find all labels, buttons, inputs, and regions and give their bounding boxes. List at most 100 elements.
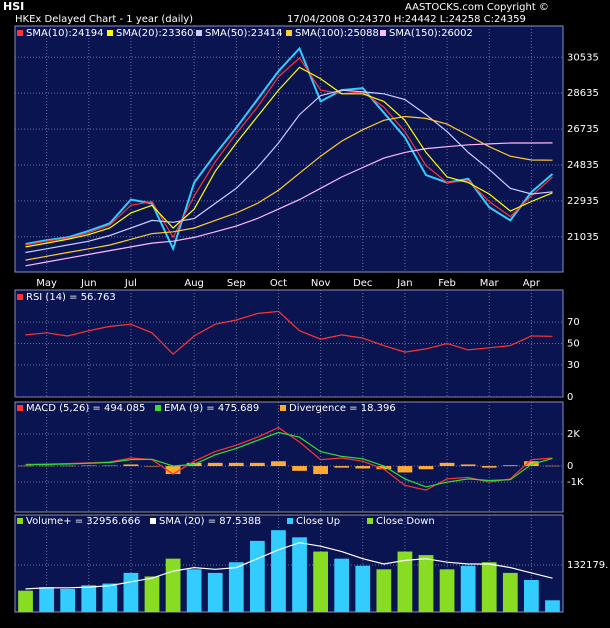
legend-label: SMA(150):26002	[389, 28, 473, 39]
y-tick-label: 28635	[567, 88, 599, 99]
bar	[418, 466, 434, 470]
legend-swatch	[17, 294, 23, 300]
bar	[144, 576, 160, 612]
legend-swatch	[107, 30, 113, 36]
bar	[102, 465, 118, 467]
bar	[376, 466, 392, 470]
line	[25, 542, 553, 590]
bar	[271, 461, 286, 467]
legend-swatch	[280, 405, 286, 411]
line	[25, 115, 553, 261]
bar	[39, 465, 54, 467]
bar	[397, 466, 413, 473]
bar	[250, 540, 265, 612]
bar	[165, 558, 181, 612]
bar	[439, 569, 455, 612]
bar	[102, 583, 118, 612]
y-tick-label: 0	[567, 461, 573, 472]
y-tick-label: 2K	[567, 429, 580, 440]
bar	[524, 579, 539, 612]
x-tick-label: Mar	[480, 278, 500, 289]
bar	[397, 551, 413, 612]
bar	[355, 466, 371, 469]
bar	[228, 562, 244, 612]
legend-label: EMA (9) = 475.689	[164, 403, 259, 414]
bar	[18, 590, 33, 612]
legend-label: SMA(10):24194	[26, 28, 104, 39]
legend-label: Divergence = 18.396	[289, 403, 396, 414]
bar	[207, 462, 223, 467]
bar	[186, 569, 202, 612]
bar	[418, 555, 434, 612]
bar	[376, 569, 392, 612]
legend-label: SMA(50):23414	[205, 28, 283, 39]
bar	[313, 551, 328, 612]
bar	[81, 465, 97, 467]
line	[25, 56, 553, 246]
bar	[334, 558, 350, 612]
legend-label: Volume+ = 32956.666	[26, 516, 140, 527]
y-tick-label: 24835	[567, 160, 599, 171]
bar	[60, 588, 76, 612]
line	[25, 89, 553, 254]
line	[25, 66, 553, 248]
legend-swatch	[287, 518, 293, 524]
y-tick-label: 21035	[567, 232, 599, 243]
bar	[334, 466, 350, 468]
y-tick-label: 22935	[567, 196, 599, 207]
bar	[228, 462, 244, 467]
x-tick-label: Aug	[184, 278, 204, 289]
line	[25, 46, 554, 252]
bar	[545, 600, 560, 612]
x-tick-label: Jun	[80, 278, 97, 289]
y-tick-label: 0	[567, 392, 573, 403]
panel	[14, 401, 564, 513]
legend-label: Close Down	[376, 516, 435, 527]
bar	[545, 465, 560, 467]
legend-swatch	[150, 518, 156, 524]
bar	[165, 466, 181, 475]
bar	[123, 464, 139, 467]
x-tick-label: Sep	[227, 278, 246, 289]
legend-swatch	[17, 518, 23, 524]
subtitle: HKEx Delayed Chart - 1 year (daily)	[15, 14, 193, 25]
legend-swatch	[17, 30, 23, 36]
line	[25, 431, 553, 488]
bar	[39, 587, 54, 612]
legend-label: SMA(100):25088	[295, 28, 379, 39]
bar	[313, 466, 328, 475]
line	[25, 310, 553, 356]
legend-swatch	[196, 30, 202, 36]
quote: 17/04/2008 O:24370 H:24442 L:24258 C:243…	[287, 14, 526, 25]
bar	[292, 537, 307, 612]
y-tick-label: 50	[567, 339, 580, 350]
legend-swatch	[155, 405, 161, 411]
line	[25, 142, 553, 267]
x-tick-label: Jan	[396, 278, 412, 289]
bar	[439, 462, 455, 467]
bar	[81, 585, 97, 612]
legend-swatch	[286, 30, 292, 36]
bar	[144, 466, 160, 467]
bar	[460, 565, 476, 612]
bar	[271, 530, 286, 612]
y-tick-label: 30	[567, 360, 580, 371]
bar	[250, 462, 265, 467]
y-tick-label: 70	[567, 317, 580, 328]
legend-swatch	[367, 518, 373, 524]
bar	[524, 461, 539, 467]
bar	[355, 565, 371, 612]
panel	[14, 25, 564, 273]
legend-label: SMA (20) = 87.538B	[159, 516, 261, 527]
copyright: AASTOCKS.com Copyright ©	[405, 2, 549, 13]
x-tick-label: Dec	[353, 278, 372, 289]
x-tick-label: May	[36, 278, 57, 289]
x-tick-label: Nov	[311, 278, 331, 289]
bar	[460, 464, 476, 467]
legend-swatch	[380, 30, 386, 36]
bar	[481, 466, 497, 468]
legend-label: Close Up	[296, 516, 340, 527]
y-tick-label: 30535	[567, 52, 599, 63]
